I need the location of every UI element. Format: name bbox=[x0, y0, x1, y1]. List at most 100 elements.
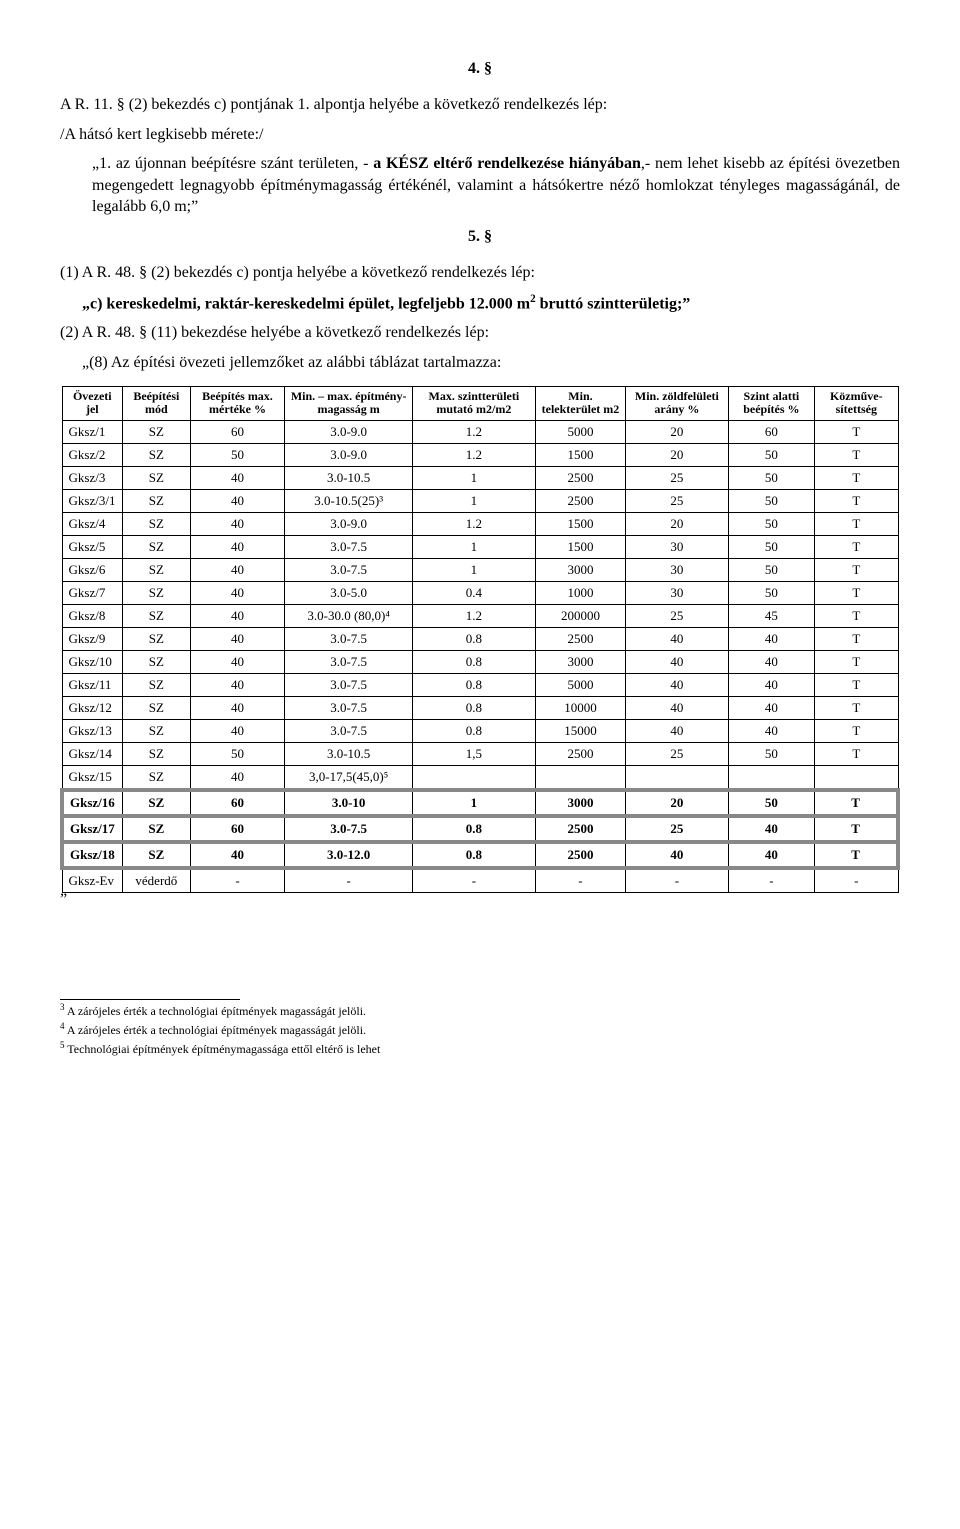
table-cell: T bbox=[815, 513, 898, 536]
table-cell: SZ bbox=[123, 766, 191, 791]
table-cell: Gksz/12 bbox=[62, 697, 123, 720]
table-cell bbox=[728, 766, 814, 791]
table-cell: Gksz-Ev bbox=[62, 868, 123, 893]
table-cell: 2500 bbox=[535, 816, 625, 842]
table-body: Gksz/1SZ603.0-9.01.250002060TGksz/2SZ503… bbox=[62, 421, 898, 893]
table-header-cell: Övezeti jel bbox=[62, 386, 123, 421]
table-cell: 3.0-9.0 bbox=[285, 513, 413, 536]
table-cell: 0.8 bbox=[412, 651, 535, 674]
table-row: Gksz/9SZ403.0-7.50.825004040T bbox=[62, 628, 898, 651]
table-cell: - bbox=[626, 868, 729, 893]
footnote: 5 Technológiai építmények építménymagass… bbox=[60, 1040, 900, 1057]
table-cell: 60 bbox=[190, 421, 285, 444]
table-cell: 3.0-9.0 bbox=[285, 444, 413, 467]
table-cell: 40 bbox=[190, 842, 285, 868]
table-cell: 40 bbox=[728, 697, 814, 720]
table-header-cell: Közműve- sítettség bbox=[815, 386, 898, 421]
table-cell: T bbox=[815, 720, 898, 743]
table-cell: SZ bbox=[123, 842, 191, 868]
table-cell: 1.2 bbox=[412, 605, 535, 628]
table-cell: 25 bbox=[626, 743, 729, 766]
table-cell: 50 bbox=[190, 743, 285, 766]
table-cell: 0.8 bbox=[412, 816, 535, 842]
table-row: Gksz/10SZ403.0-7.50.830004040T bbox=[62, 651, 898, 674]
table-cell: 3.0-7.5 bbox=[285, 559, 413, 582]
table-cell: 3000 bbox=[535, 790, 625, 816]
table-cell: Gksz/11 bbox=[62, 674, 123, 697]
footnote: 3 A zárójeles érték a technológiai építm… bbox=[60, 1002, 900, 1019]
table-row: Gksz/16SZ603.0-10130002050T bbox=[62, 790, 898, 816]
table-cell: 50 bbox=[728, 513, 814, 536]
table-header-row: Övezeti jelBeépítési módBeépítés max. mé… bbox=[62, 386, 898, 421]
table-cell: T bbox=[815, 697, 898, 720]
table-cell: 40 bbox=[626, 674, 729, 697]
table-cell: T bbox=[815, 674, 898, 697]
table-cell: 20 bbox=[626, 790, 729, 816]
table-cell: Gksz/5 bbox=[62, 536, 123, 559]
table-cell: 15000 bbox=[535, 720, 625, 743]
table-cell: 3.0-12.0 bbox=[285, 842, 413, 868]
table-cell: SZ bbox=[123, 513, 191, 536]
table-cell: 40 bbox=[190, 605, 285, 628]
table-cell: 2500 bbox=[535, 490, 625, 513]
table-cell: 40 bbox=[190, 651, 285, 674]
footnote-text: A zárójeles érték a technológiai építmén… bbox=[65, 1004, 367, 1018]
table-row: Gksz/17SZ603.0-7.50.825002540T bbox=[62, 816, 898, 842]
table-cell: Gksz/1 bbox=[62, 421, 123, 444]
table-cell: - bbox=[190, 868, 285, 893]
table-cell: 50 bbox=[728, 582, 814, 605]
table-cell: 40 bbox=[190, 674, 285, 697]
table-cell: Gksz/2 bbox=[62, 444, 123, 467]
table-cell: 40 bbox=[190, 766, 285, 791]
table-cell: 1.2 bbox=[412, 513, 535, 536]
table-cell: Gksz/15 bbox=[62, 766, 123, 791]
table-cell: 40 bbox=[728, 628, 814, 651]
table-row: Gksz/7SZ403.0-5.00.410003050T bbox=[62, 582, 898, 605]
table-cell: 25 bbox=[626, 467, 729, 490]
footnote-rule bbox=[60, 999, 240, 1000]
table-cell: 1 bbox=[412, 490, 535, 513]
table-cell: 25 bbox=[626, 816, 729, 842]
table-cell: 50 bbox=[728, 743, 814, 766]
table-cell: Gksz/7 bbox=[62, 582, 123, 605]
table-cell: SZ bbox=[123, 536, 191, 559]
p3-bold: a KÉSZ eltérő rendelkezése hiányában bbox=[373, 155, 641, 172]
table-row: Gksz-Evvéderdő------- bbox=[62, 868, 898, 893]
table-cell: 20 bbox=[626, 444, 729, 467]
table-cell: - bbox=[815, 868, 898, 893]
table-cell: 40 bbox=[626, 628, 729, 651]
table-cell: 40 bbox=[626, 651, 729, 674]
table-cell: 0.4 bbox=[412, 582, 535, 605]
table-cell: 200000 bbox=[535, 605, 625, 628]
table-cell: Gksz/18 bbox=[62, 842, 123, 868]
table-cell: T bbox=[815, 467, 898, 490]
table-cell: T bbox=[815, 559, 898, 582]
table-cell: SZ bbox=[123, 628, 191, 651]
table-cell bbox=[626, 766, 729, 791]
table-cell bbox=[535, 766, 625, 791]
table-row: Gksz/4SZ403.0-9.01.215002050T bbox=[62, 513, 898, 536]
table-cell: 3.0-5.0 bbox=[285, 582, 413, 605]
table-header-cell: Min. telekterület m2 bbox=[535, 386, 625, 421]
table-cell: 50 bbox=[728, 790, 814, 816]
table-cell: 60 bbox=[190, 816, 285, 842]
table-cell: - bbox=[285, 868, 413, 893]
table-cell: 40 bbox=[626, 697, 729, 720]
table-cell: 1500 bbox=[535, 536, 625, 559]
closing-quote: ” bbox=[60, 891, 900, 909]
table-cell: 30 bbox=[626, 536, 729, 559]
table-cell: 45 bbox=[728, 605, 814, 628]
table-cell: 30 bbox=[626, 559, 729, 582]
table-cell: 3.0-7.5 bbox=[285, 651, 413, 674]
table-cell: 3.0-7.5 bbox=[285, 720, 413, 743]
table-cell: 1000 bbox=[535, 582, 625, 605]
table-cell: 40 bbox=[728, 720, 814, 743]
table-cell bbox=[412, 766, 535, 791]
table-row: Gksz/14SZ503.0-10.51,525002550T bbox=[62, 743, 898, 766]
table-cell: 0.8 bbox=[412, 628, 535, 651]
table-cell: T bbox=[815, 790, 898, 816]
table-cell: 2500 bbox=[535, 467, 625, 490]
table-cell: - bbox=[535, 868, 625, 893]
ovezeti-table: Övezeti jelBeépítési módBeépítés max. mé… bbox=[60, 386, 900, 894]
table-cell: T bbox=[815, 536, 898, 559]
